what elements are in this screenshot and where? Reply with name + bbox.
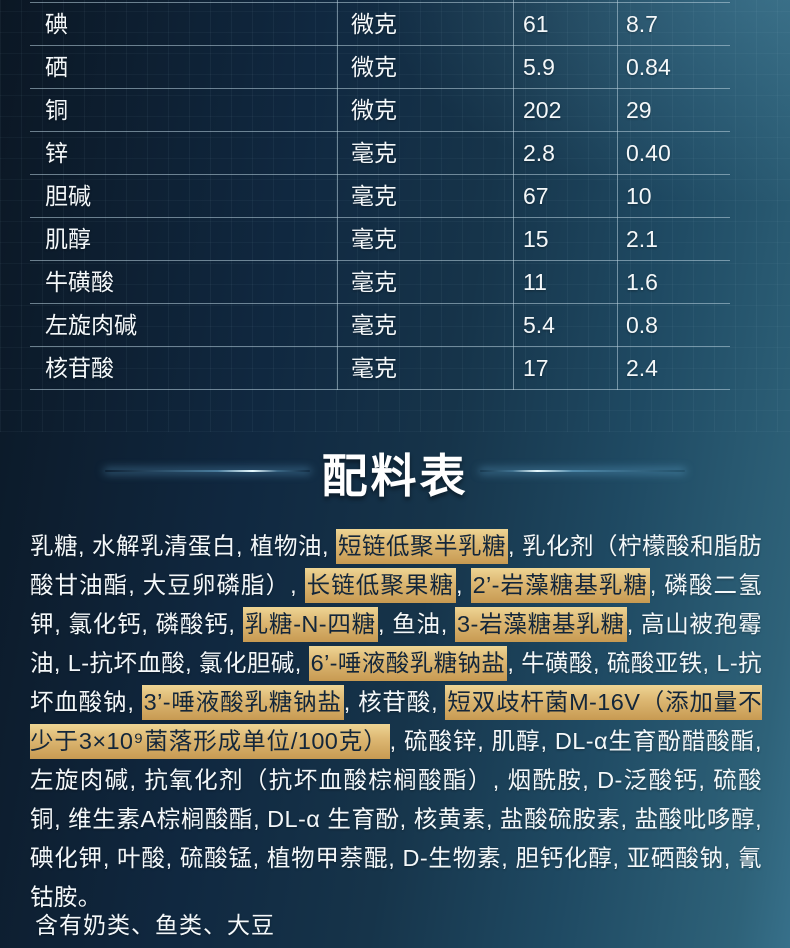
column-divider — [513, 0, 514, 390]
ingredient-segment: , 磷酸二氢钾, 氯化钙, 磷酸钙, — [30, 572, 763, 637]
table-row: 碘 微克 61 8.7 — [30, 3, 730, 46]
table-top-border — [30, 0, 730, 3]
table-row: 牛磺酸 毫克 11 1.6 — [30, 261, 730, 304]
unit-cell: 微克 — [351, 54, 397, 80]
ingredient-segment: , 牛磺酸, 硫酸亚铁, L-抗坏血酸钠, — [30, 650, 762, 715]
ingredient-segment: , 硫酸锌, 肌醇, DL-α生育酚醋酸酯, 左旋肉碱, 抗氧化剂（抗坏血酸棕榈… — [30, 728, 762, 910]
unit-cell: 毫克 — [351, 140, 397, 166]
value-per-serving-cell: 0.8 — [626, 312, 658, 338]
unit-cell: 微克 — [351, 11, 397, 37]
ingredients-section-header: 配料表 — [0, 440, 790, 504]
ingredient-highlight: 短链低聚半乳糖 — [335, 529, 509, 564]
value-per-100g-cell: 5.4 — [523, 312, 555, 338]
ingredient-highlight: 3-岩藻糖基乳糖 — [455, 607, 627, 642]
table-row: 铜 微克 202 29 — [30, 89, 730, 132]
ingredient-highlight: 长链低聚果糖 — [304, 568, 457, 603]
value-per-serving-cell: 2.4 — [626, 355, 658, 381]
allergen-note: 含有奶类、鱼类、大豆 — [35, 912, 275, 938]
unit-cell: 毫克 — [351, 269, 397, 295]
unit-cell: 毫克 — [351, 183, 397, 209]
value-per-serving-cell: 0.84 — [626, 54, 671, 80]
value-per-100g-cell: 202 — [523, 97, 562, 123]
value-per-100g-cell: 17 — [523, 355, 549, 381]
table-row: 肌醇 毫克 15 2.1 — [30, 218, 730, 261]
value-per-serving-cell: 0.40 — [626, 140, 671, 166]
nutrient-name-cell: 左旋肉碱 — [45, 312, 137, 338]
nutrient-name-cell: 肌醇 — [45, 226, 91, 252]
flare-right-decoration — [480, 470, 685, 472]
ingredient-highlight: 6’-唾液酸乳糖钠盐 — [308, 646, 508, 681]
value-per-serving-cell: 10 — [626, 183, 652, 209]
ingredient-segment: , 鱼油, — [377, 611, 455, 637]
value-per-100g-cell: 67 — [523, 183, 549, 209]
unit-cell: 毫克 — [351, 226, 397, 252]
value-per-100g-cell: 15 — [523, 226, 549, 252]
nutrient-name-cell: 核苷酸 — [45, 355, 114, 381]
table-row: 左旋肉碱 毫克 5.4 0.8 — [30, 304, 730, 347]
ingredient-highlight: 2’-岩藻糖基乳糖 — [470, 568, 650, 603]
ingredient-segment: , — [456, 572, 471, 598]
unit-cell: 毫克 — [351, 312, 397, 338]
column-divider — [617, 0, 618, 390]
section-title: 配料表 — [321, 450, 469, 502]
value-per-serving-cell: 2.1 — [626, 226, 658, 252]
ingredients-text: 乳糖, 水解乳清蛋白, 植物油, 短链低聚半乳糖, 乳化剂（柠檬酸和脂肪酸甘油酯… — [30, 527, 762, 917]
ingredient-highlight: 3’-唾液酸乳糖钠盐 — [141, 685, 344, 720]
ingredient-segment: , 核苷酸, — [343, 689, 446, 715]
value-per-100g-cell: 2.8 — [523, 140, 555, 166]
nutrient-name-cell: 胆碱 — [45, 183, 91, 209]
flare-left-decoration — [105, 470, 310, 472]
nutrient-name-cell: 锌 — [45, 140, 68, 166]
value-per-serving-cell: 8.7 — [626, 11, 658, 37]
column-divider — [337, 0, 338, 390]
table-row: 核苷酸 毫克 17 2.4 — [30, 347, 730, 390]
table-row: 硒 微克 5.9 0.84 — [30, 46, 730, 89]
nutrient-name-cell: 碘 — [45, 11, 68, 37]
ingredient-segment: , 乳化剂（柠檬酸和脂肪酸甘油酯, 大豆卵磷脂）, — [30, 533, 762, 598]
ingredient-segment: 乳糖, 水解乳清蛋白, 植物油, — [30, 533, 336, 559]
value-per-100g-cell: 11 — [523, 269, 547, 295]
ingredient-highlight: 乳糖-N-四糖 — [242, 607, 378, 642]
nutrient-name-cell: 铜 — [45, 97, 68, 123]
nutrient-name-cell: 硒 — [45, 54, 68, 80]
table-row: 胆碱 毫克 67 10 — [30, 175, 730, 218]
ingredient-segment: , 高山被孢霉油, L-抗坏血酸, 氯化胆碱, — [30, 611, 762, 676]
nutrient-name-cell: 牛磺酸 — [45, 269, 114, 295]
unit-cell: 毫克 — [351, 355, 397, 381]
unit-cell: 微克 — [351, 97, 397, 123]
nutrition-table: 碘微克 61 8.7 硒微克 5.9 0.84 铜微克 202 29 锌毫克 2.8 0.40 胆碱 毫克… — [30, 0, 730, 390]
table-row: 锌 毫克 2.8 0.40 — [30, 132, 730, 175]
value-per-100g-cell: 61 — [523, 11, 549, 37]
value-per-100g-cell: 5.9 — [523, 54, 555, 80]
value-per-serving-cell: 29 — [626, 97, 652, 123]
value-per-serving-cell: 1.6 — [626, 269, 658, 295]
